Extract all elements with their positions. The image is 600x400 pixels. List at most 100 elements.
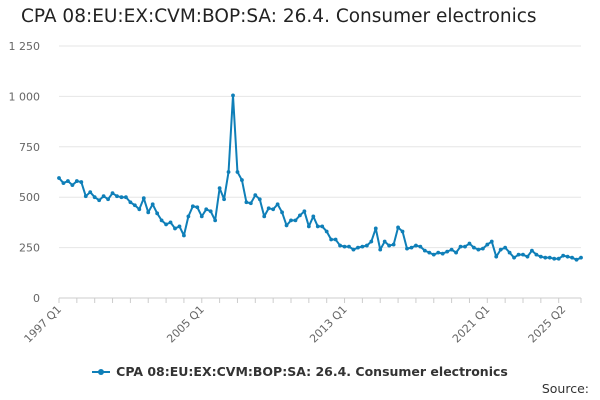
data-point[interactable] — [579, 255, 583, 260]
data-point[interactable] — [391, 242, 396, 247]
data-point[interactable] — [364, 243, 369, 248]
data-point[interactable] — [128, 200, 133, 205]
data-point[interactable] — [213, 218, 218, 223]
data-point[interactable] — [204, 207, 209, 212]
data-point[interactable] — [302, 209, 307, 214]
data-point[interactable] — [503, 245, 508, 250]
data-point[interactable] — [159, 218, 164, 223]
data-point[interactable] — [400, 229, 405, 234]
data-point[interactable] — [342, 244, 347, 249]
data-point[interactable] — [427, 250, 432, 255]
data-point[interactable] — [489, 239, 494, 244]
data-point[interactable] — [320, 224, 325, 229]
data-point[interactable] — [271, 207, 276, 212]
data-point[interactable] — [222, 197, 226, 202]
data-point[interactable] — [119, 195, 124, 200]
data-point[interactable] — [284, 223, 289, 228]
data-point[interactable] — [463, 244, 467, 249]
data-point[interactable] — [79, 180, 84, 184]
data-point[interactable] — [106, 197, 110, 202]
data-point[interactable] — [538, 254, 543, 259]
data-point[interactable] — [565, 254, 570, 259]
data-point[interactable] — [57, 176, 61, 180]
data-point[interactable] — [88, 190, 93, 195]
data-point[interactable] — [512, 255, 516, 260]
data-point[interactable] — [61, 181, 66, 185]
data-point[interactable] — [253, 193, 258, 198]
data-point[interactable] — [231, 93, 235, 98]
data-point[interactable] — [409, 245, 414, 250]
data-point[interactable] — [315, 224, 320, 229]
data-point[interactable] — [97, 198, 102, 203]
data-point[interactable] — [382, 239, 387, 244]
data-point[interactable] — [449, 247, 454, 252]
data-point[interactable] — [378, 247, 383, 252]
data-point[interactable] — [199, 214, 204, 219]
data-point[interactable] — [373, 226, 378, 231]
data-point[interactable] — [561, 253, 566, 258]
data-point[interactable] — [66, 179, 70, 183]
data-point[interactable] — [521, 252, 525, 257]
data-point[interactable] — [338, 243, 342, 248]
data-point[interactable] — [132, 203, 137, 208]
data-point[interactable] — [226, 170, 231, 174]
data-point[interactable] — [311, 214, 316, 219]
data-point[interactable] — [543, 255, 548, 260]
data-point[interactable] — [472, 245, 476, 250]
data-point[interactable] — [195, 205, 200, 210]
data-point[interactable] — [422, 248, 427, 253]
data-point[interactable] — [329, 237, 334, 242]
data-point[interactable] — [476, 247, 481, 252]
data-point[interactable] — [418, 244, 423, 249]
data-point[interactable] — [556, 256, 561, 261]
data-point[interactable] — [525, 254, 530, 259]
data-point[interactable] — [298, 213, 302, 218]
data-point[interactable] — [570, 255, 574, 260]
data-point[interactable] — [146, 210, 151, 215]
data-point[interactable] — [137, 207, 142, 212]
data-point[interactable] — [347, 244, 351, 249]
data-point[interactable] — [266, 206, 271, 211]
data-point[interactable] — [574, 257, 579, 262]
data-point[interactable] — [141, 196, 146, 201]
data-point[interactable] — [168, 220, 173, 225]
data-point[interactable] — [155, 211, 160, 216]
data-point[interactable] — [436, 250, 441, 255]
data-point[interactable] — [516, 252, 521, 257]
data-point[interactable] — [458, 244, 463, 249]
data-point[interactable] — [70, 183, 75, 188]
data-point[interactable] — [257, 197, 262, 202]
data-point[interactable] — [360, 244, 365, 249]
data-point[interactable] — [480, 246, 485, 251]
data-point[interactable] — [83, 194, 88, 199]
data-point[interactable] — [293, 218, 298, 223]
data-point[interactable] — [485, 242, 490, 247]
data-point[interactable] — [351, 247, 356, 252]
data-point[interactable] — [275, 202, 280, 207]
data-point[interactable] — [208, 209, 213, 214]
data-point[interactable] — [405, 246, 409, 251]
data-point[interactable] — [552, 256, 557, 261]
data-point[interactable] — [445, 249, 450, 254]
data-point[interactable] — [454, 250, 458, 255]
data-point[interactable] — [431, 252, 436, 257]
data-point[interactable] — [150, 202, 155, 207]
data-point[interactable] — [507, 250, 512, 255]
data-point[interactable] — [182, 233, 186, 238]
data-point[interactable] — [244, 200, 249, 205]
data-point[interactable] — [547, 255, 552, 260]
data-point[interactable] — [262, 214, 267, 219]
data-point[interactable] — [248, 201, 253, 206]
data-point[interactable] — [92, 195, 97, 200]
data-point[interactable] — [173, 226, 177, 231]
data-point[interactable] — [177, 224, 182, 229]
data-point[interactable] — [534, 252, 539, 257]
data-point[interactable] — [440, 251, 445, 256]
data-point[interactable] — [110, 191, 115, 196]
data-point[interactable] — [356, 245, 360, 250]
data-point[interactable] — [333, 237, 338, 242]
data-point[interactable] — [289, 218, 293, 223]
data-point[interactable] — [414, 243, 418, 248]
data-point[interactable] — [498, 247, 503, 252]
data-point[interactable] — [164, 222, 168, 227]
